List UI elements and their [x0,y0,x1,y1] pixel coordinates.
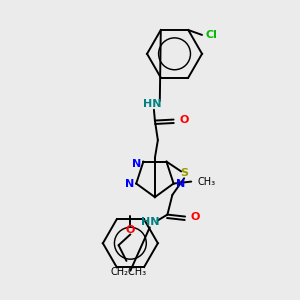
Text: N: N [176,178,185,188]
Text: Cl: Cl [206,30,218,40]
Text: N: N [125,178,134,188]
Text: HN: HN [143,99,161,109]
Text: O: O [191,212,200,222]
Text: S: S [180,168,188,178]
Text: O: O [179,115,189,124]
Text: N: N [132,159,141,169]
Text: CH₂CH₃: CH₂CH₃ [110,267,146,277]
Text: O: O [126,224,135,235]
Text: CH₃: CH₃ [197,177,215,187]
Text: HN: HN [140,218,159,227]
